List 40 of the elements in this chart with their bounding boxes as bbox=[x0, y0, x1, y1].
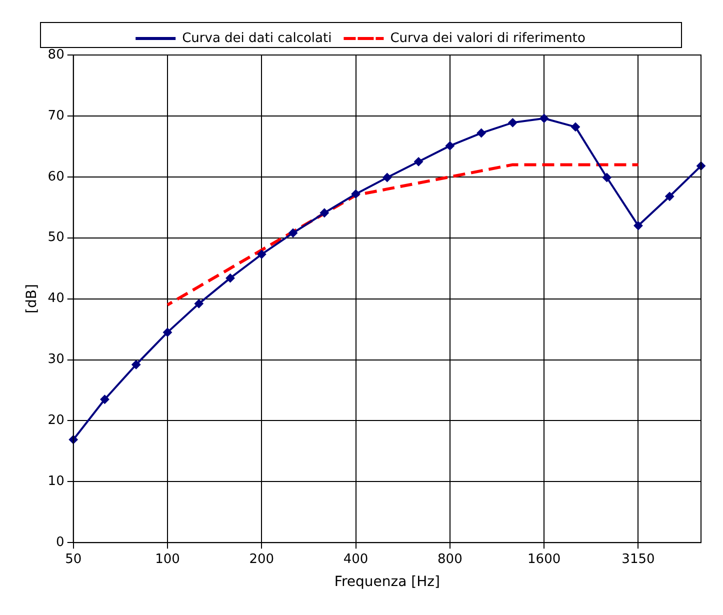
point bbox=[194, 299, 204, 308]
y-tick-label: 80 bbox=[48, 47, 64, 62]
point bbox=[162, 328, 172, 337]
legend-label: Curva dei valori di riferimento bbox=[390, 30, 586, 46]
point bbox=[665, 192, 674, 201]
point bbox=[445, 141, 454, 150]
point bbox=[602, 173, 612, 182]
point bbox=[132, 360, 141, 370]
point bbox=[257, 250, 266, 259]
y-tick-label: 10 bbox=[48, 474, 64, 490]
point bbox=[288, 228, 298, 238]
y-axis-title: [dB] bbox=[24, 284, 40, 314]
point bbox=[414, 157, 424, 166]
y-tick-label: 50 bbox=[48, 230, 64, 246]
point bbox=[570, 122, 580, 132]
line-series bbox=[166, 163, 640, 306]
y-tick-label: 40 bbox=[48, 291, 64, 306]
y-tick-label: 20 bbox=[48, 413, 64, 428]
point bbox=[540, 114, 549, 123]
point bbox=[634, 221, 643, 230]
x-axis-title: Frequenza [Hz] bbox=[334, 574, 440, 590]
legend-label: Curva dei dati calcolati bbox=[182, 30, 332, 46]
point bbox=[100, 394, 110, 404]
x-tick-label: 200 bbox=[249, 552, 274, 567]
point bbox=[476, 128, 486, 138]
x-tick-label: 400 bbox=[343, 552, 368, 567]
point bbox=[320, 208, 329, 218]
y-tick-label: 0 bbox=[56, 534, 64, 550]
x-tick-label: 50 bbox=[65, 552, 82, 567]
point bbox=[508, 118, 518, 128]
point bbox=[382, 173, 392, 182]
y-tick-label: 30 bbox=[48, 352, 64, 368]
y-tick-label: 60 bbox=[48, 169, 64, 184]
x-tick-label: 1600 bbox=[528, 552, 561, 567]
point bbox=[351, 189, 360, 198]
y-tick-label: 70 bbox=[48, 108, 64, 124]
x-tick-label: 3150 bbox=[622, 552, 655, 567]
x-tick-label: 800 bbox=[438, 552, 462, 567]
x-tick-label: 100 bbox=[155, 552, 180, 567]
point bbox=[226, 274, 235, 283]
